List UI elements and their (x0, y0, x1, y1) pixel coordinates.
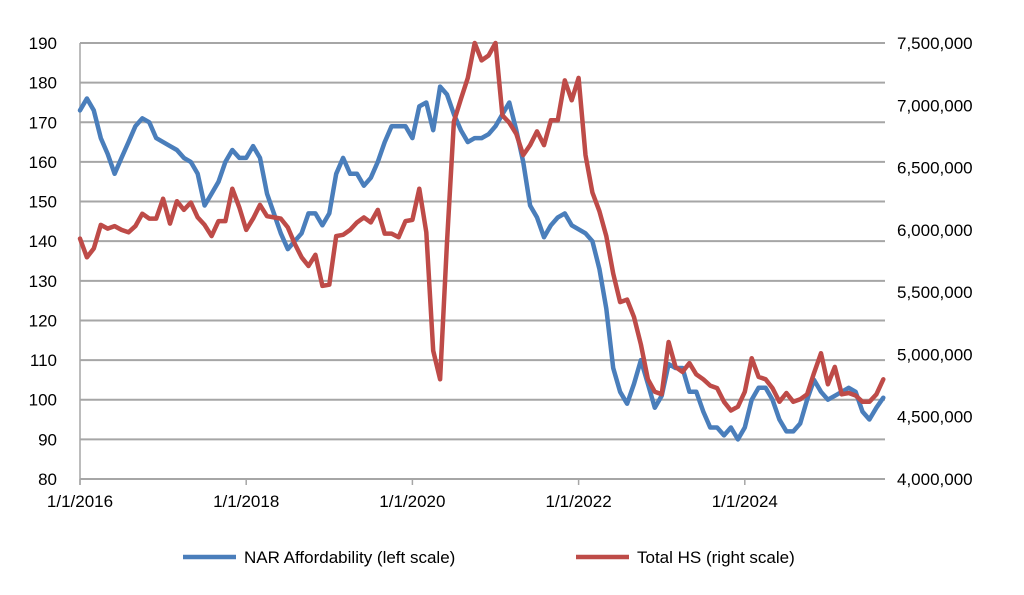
left-tick-label: 140 (29, 232, 57, 251)
left-tick-label: 160 (29, 153, 57, 172)
right-tick-label: 5,500,000 (897, 283, 973, 302)
right-tick-label: 6,000,000 (897, 221, 973, 240)
left-axis-ticks: 80 90 100 110 120 130 140 150 160 170 180 190 (29, 34, 57, 489)
left-tick-label: 170 (29, 113, 57, 132)
gridlines (79, 42, 885, 485)
right-tick-label: 4,000,000 (897, 470, 973, 489)
legend-label-hs: Total HS (right scale) (637, 548, 795, 567)
legend: NAR Affordability (left scale) Total HS … (183, 548, 795, 567)
x-tick-label: 1/1/2022 (546, 492, 612, 511)
left-tick-label: 110 (30, 351, 57, 370)
right-tick-label: 6,500,000 (897, 159, 973, 178)
left-tick-label: 80 (38, 470, 57, 489)
legend-label-nar: NAR Affordability (left scale) (244, 548, 455, 567)
right-tick-label: 7,000,000 (897, 96, 973, 115)
left-tick-label: 190 (29, 34, 57, 53)
series-line-total-hs (77, 40, 886, 413)
left-tick-label: 100 (29, 391, 57, 410)
left-tick-label: 120 (29, 311, 57, 330)
series-lines (77, 40, 886, 442)
left-tick-label: 180 (29, 74, 57, 93)
series-line-nar-affordability (77, 84, 886, 442)
left-tick-label: 90 (38, 430, 57, 449)
left-tick-label: 150 (29, 193, 57, 212)
right-axis-ticks: 4,000,000 4,500,000 5,000,000 5,500,000 6,00… (897, 34, 973, 489)
x-axis-ticks: 1/1/2016 1/1/2018 1/1/2020 1/1/2022 1/1/2024 (47, 479, 778, 511)
x-tick-label: 1/1/2024 (712, 492, 778, 511)
x-tick-label: 1/1/2020 (379, 492, 445, 511)
x-tick-label: 1/1/2018 (213, 492, 279, 511)
right-tick-label: 7,500,000 (897, 34, 973, 53)
right-tick-label: 4,500,000 (897, 408, 973, 427)
left-tick-label: 130 (29, 272, 57, 291)
right-tick-label: 5,000,000 (897, 345, 973, 364)
x-tick-label: 1/1/2016 (47, 492, 113, 511)
